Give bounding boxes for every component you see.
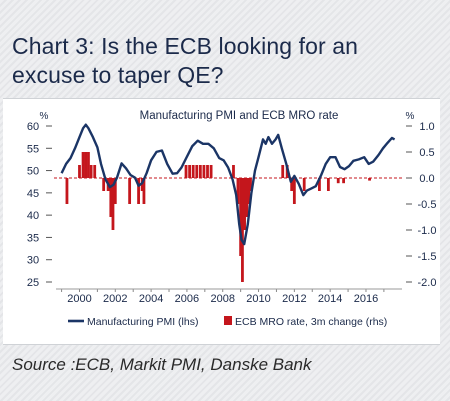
mro-bar — [247, 178, 251, 204]
left-tick-label: 25 — [27, 277, 39, 289]
chart-title: Manufacturing PMI and ECB MRO rate — [140, 110, 339, 122]
right-tick-label: -2.0 — [418, 277, 437, 289]
x-tick-label: 2010 — [246, 293, 270, 305]
left-axis-unit: % — [40, 111, 49, 122]
x-tick-label: 2008 — [210, 293, 234, 305]
mro-bar — [81, 152, 85, 178]
legend-mro-label: ECB MRO rate, 3m change (rhs) — [235, 316, 387, 328]
x-tick-label: 2012 — [282, 293, 306, 305]
mro-bar — [243, 178, 246, 230]
mro-bar — [290, 178, 294, 191]
mro-bar — [188, 165, 192, 178]
mro-bar — [89, 165, 93, 178]
legend-mro-swatch — [224, 316, 232, 325]
legend-pmi-label: Manufacturing PMI (lhs) — [87, 316, 198, 328]
left-tick-label: 45 — [27, 188, 39, 200]
left-tick-label: 30 — [27, 255, 39, 267]
mro-bar — [342, 178, 345, 184]
mro-bar — [87, 152, 90, 178]
right-tick-label: 1.0 — [419, 121, 434, 133]
left-tick-label: 55 — [27, 143, 39, 155]
right-tick-label: -1.5 — [418, 251, 437, 263]
panel-bottom-rule — [3, 344, 440, 345]
mro-bar — [236, 178, 240, 204]
left-tick-label: 35 — [27, 232, 39, 244]
mro-bar — [109, 178, 113, 217]
mro-bar — [184, 165, 188, 178]
x-tick-label: 2000 — [67, 293, 91, 305]
mro-bar — [281, 165, 285, 178]
x-tick-label: 2014 — [318, 293, 342, 305]
mro-bar — [302, 178, 306, 191]
x-tick-label: 2006 — [175, 293, 199, 305]
mro-bar — [142, 178, 146, 204]
mro-bar — [318, 178, 321, 191]
mro-bar — [202, 165, 206, 178]
x-tick-label: 2004 — [139, 293, 163, 305]
left-tick-label: 40 — [27, 210, 39, 222]
mro-bar — [191, 165, 195, 178]
mro-bar — [336, 178, 340, 184]
right-tick-label: -0.5 — [418, 199, 437, 211]
mro-bar — [113, 178, 117, 204]
mro-bar — [209, 165, 213, 178]
chart-heading: Chart 3: Is the ECB looking for an excus… — [12, 33, 359, 88]
mro-bar — [137, 178, 140, 204]
right-tick-label: -1.0 — [418, 225, 437, 237]
mro-bar — [292, 178, 296, 204]
mro-bar — [326, 178, 330, 191]
right-tick-label: 0.5 — [419, 147, 434, 159]
mro-bar — [93, 165, 97, 178]
mro-bar — [206, 165, 209, 178]
mro-bar — [245, 178, 249, 217]
mro-bar — [249, 178, 252, 191]
panel-top-rule — [3, 98, 440, 99]
mro-bar — [128, 178, 132, 204]
mro-bar — [111, 178, 115, 230]
right-tick-label: 0.0 — [419, 173, 434, 185]
mro-bar — [368, 178, 371, 181]
mro-bar — [241, 178, 244, 282]
mro-bar — [232, 165, 235, 178]
mro-bar — [65, 178, 69, 204]
x-tick-label: 2016 — [354, 293, 378, 305]
mro-bar — [195, 165, 199, 178]
plot-panel — [3, 98, 440, 344]
mro-bar — [198, 165, 202, 178]
right-axis-unit: % — [406, 111, 415, 122]
x-tick-label: 2002 — [103, 293, 127, 305]
left-tick-label: 60 — [27, 121, 39, 133]
mro-bar — [78, 165, 81, 178]
left-tick-label: 50 — [27, 166, 39, 178]
mro-bar — [84, 152, 88, 178]
source-note: Source :ECB, Markit PMI, Danske Bank — [12, 355, 312, 374]
pmi-line — [60, 123, 396, 246]
mro-bar — [239, 178, 243, 256]
mro-bar — [102, 178, 106, 191]
